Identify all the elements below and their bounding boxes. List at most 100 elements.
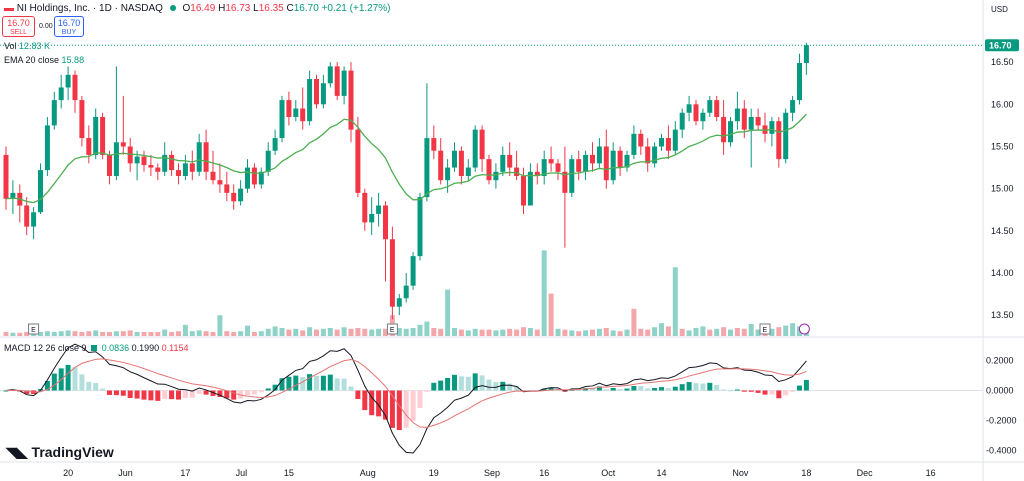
candle-body	[141, 156, 147, 166]
candle-body	[231, 192, 237, 202]
volume-legend[interactable]: Vol 12.83 K	[4, 41, 50, 51]
macd-histogram-bar	[383, 390, 388, 420]
macd-value: 0.1990	[131, 343, 160, 353]
volume-bar	[783, 325, 789, 336]
volume-bar	[534, 329, 540, 336]
volume-bar	[231, 332, 237, 336]
buy-button[interactable]: 16.70 BUY	[54, 16, 84, 37]
macd-histogram-bar	[603, 389, 609, 391]
macd-histogram-bar	[596, 386, 602, 391]
macd-histogram-bar	[445, 377, 451, 391]
volume-bar	[100, 332, 106, 336]
lightning-icon	[798, 323, 810, 335]
macd-histogram-bar	[797, 385, 802, 391]
macd-axis-tick: 0.2000	[986, 356, 1014, 366]
last-price-label: 16.70	[989, 40, 1012, 50]
macd-histogram-bar	[3, 390, 9, 392]
candle-body	[10, 192, 16, 199]
macd-histogram-bar	[24, 390, 30, 394]
candle-body	[569, 159, 575, 193]
macd-histogram-bar	[514, 386, 520, 391]
candle-body	[458, 150, 464, 176]
volume-bar	[507, 328, 513, 336]
candle-body	[279, 100, 285, 139]
candle-body	[210, 171, 216, 181]
macd-histogram-bar	[748, 390, 754, 392]
candle-body	[783, 112, 789, 160]
volume-bar	[576, 331, 582, 336]
candle-body	[776, 121, 782, 160]
earnings-marker-box	[28, 323, 40, 335]
candle-body	[251, 167, 257, 185]
candle-body	[686, 104, 692, 113]
sell-button[interactable]: 16.70 SELL	[2, 16, 35, 37]
volume-bar	[452, 328, 457, 336]
candle-body	[500, 154, 506, 172]
volume-bar	[65, 330, 71, 336]
macd-histogram-bar	[245, 390, 250, 395]
candle-body	[714, 100, 720, 117]
volume-bar	[127, 330, 133, 336]
volume-bar	[596, 328, 602, 336]
volume-bar	[652, 327, 658, 336]
candle-body	[479, 129, 485, 160]
candle-body	[148, 165, 154, 168]
candle-body	[672, 129, 678, 151]
candle-body	[410, 256, 416, 286]
candle-body	[707, 100, 713, 113]
macd-histogram-bar	[790, 390, 796, 392]
macd-histogram-bar	[93, 382, 99, 391]
macd-histogram-bar	[396, 390, 402, 431]
candle-body	[624, 154, 630, 168]
ema-legend[interactable]: EMA 20 close 15.88	[4, 55, 84, 65]
candle-body	[155, 167, 161, 172]
candle-body	[134, 156, 140, 164]
volume-bar	[458, 329, 464, 336]
macd-histogram-bar	[293, 375, 299, 391]
macd-legend[interactable]: MACD 12 26 close 9 0.0836 0.1990 0.1154	[4, 343, 189, 353]
candle-body	[348, 70, 354, 130]
volume-bar	[17, 332, 23, 336]
candle-body	[86, 138, 92, 155]
tradingview-logo[interactable]: ◥◣ TradingView	[6, 444, 114, 461]
volume-bar	[431, 328, 437, 336]
macd-histogram-bar	[196, 390, 202, 394]
macd-histogram-bar	[631, 385, 637, 391]
volume-bar	[700, 326, 706, 336]
macd-histogram-bar	[362, 390, 368, 411]
status-dot-icon	[169, 5, 176, 11]
volume-bar	[465, 330, 471, 336]
candle-body	[182, 163, 188, 176]
macd-histogram-bar	[334, 378, 340, 391]
candle-body	[355, 129, 361, 193]
symbol-header[interactable]: ▬ NI Holdings, Inc. · 1D · NASDAQ O16.49…	[4, 3, 391, 14]
candle-body	[120, 142, 126, 147]
macd-histogram-bar	[769, 390, 775, 395]
macd-histogram-bar	[189, 390, 195, 398]
candle-body	[265, 150, 271, 172]
volume-value: 12.83 K	[19, 41, 51, 51]
candle-body	[224, 184, 230, 193]
macd-histogram-bar	[300, 377, 306, 391]
time-axis-label: 20	[63, 468, 73, 478]
ohlc-high: 16.73	[225, 3, 251, 14]
candle-body	[314, 79, 319, 105]
macd-histogram-bar	[610, 387, 616, 391]
macd-histogram-bar	[182, 390, 188, 399]
macd-histogram-bar	[162, 390, 168, 399]
volume-bar	[659, 323, 664, 336]
volume-bar	[686, 330, 692, 336]
macd-histogram-bar	[86, 381, 92, 391]
candle-body	[286, 100, 292, 117]
macd-line	[5, 343, 807, 454]
sell-price: 16.70	[7, 18, 30, 28]
candle-body	[734, 108, 740, 122]
price-axis-currency: USD	[991, 5, 1008, 14]
volume-bar	[541, 250, 547, 336]
price-axis-tick: 13.50	[991, 310, 1014, 320]
macd-histogram-bar	[169, 390, 175, 400]
macd-histogram-bar	[548, 388, 554, 391]
volume-bar	[134, 332, 140, 336]
symbol-title: NI Holdings, Inc. · 1D · NASDAQ	[16, 3, 163, 14]
